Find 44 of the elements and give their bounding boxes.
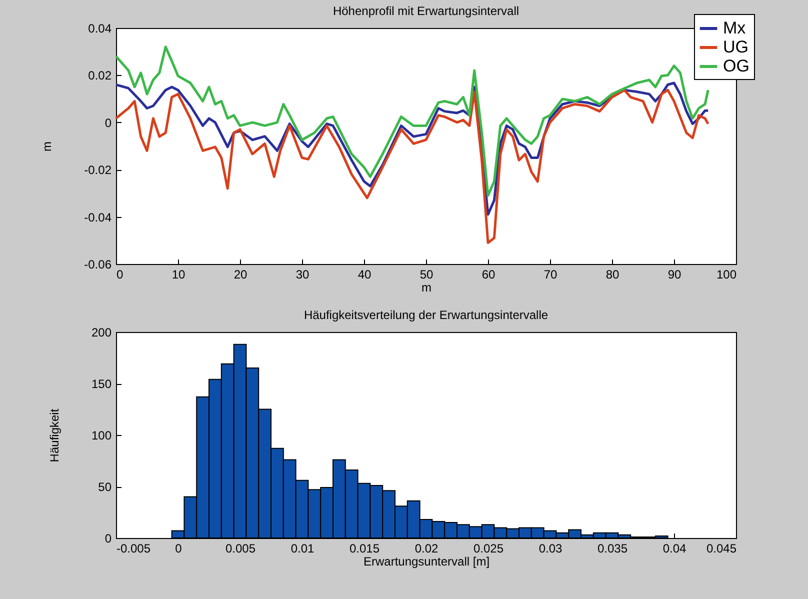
- x-tick-label: 0: [175, 542, 182, 556]
- y-axis-title: m: [40, 142, 54, 152]
- y-tick-label: 150: [91, 377, 112, 391]
- y-tick-label: -0.06: [84, 258, 112, 272]
- y-tick-label: 0.02: [88, 68, 112, 83]
- x-tick-label: 0.035: [597, 542, 628, 556]
- x-tick-label: 0.01: [290, 542, 314, 556]
- x-tick-label: 30: [296, 268, 310, 282]
- x-tick-label: 80: [606, 268, 620, 282]
- x-tick-label: -0.005: [116, 542, 151, 556]
- x-tick-label: 0.03: [538, 542, 562, 556]
- x-tick-label: 0.02: [414, 542, 438, 556]
- line-series: [114, 46, 710, 197]
- y-tick-label: 200: [91, 326, 112, 340]
- legend-label: Mx: [723, 18, 746, 38]
- line-series: [114, 88, 710, 244]
- x-tick-label: 40: [358, 268, 372, 282]
- y-axis-title: Häufigkeit: [47, 408, 62, 462]
- x-tick-label: 50: [420, 268, 434, 282]
- legend-label: UG: [723, 38, 748, 56]
- x-tick-label: 20: [234, 268, 248, 282]
- y-tick-label: 100: [91, 428, 112, 442]
- y-tick-label: 0: [104, 532, 112, 546]
- x-tick-label: 70: [544, 268, 558, 282]
- legend-label: OG: [723, 56, 750, 76]
- x-tick-label: 60: [482, 268, 496, 282]
- chart-title: Höhenprofil mit Erwartungsintervall: [332, 4, 520, 18]
- x-tick-label: 0: [116, 268, 124, 282]
- x-tick-label: 0.04: [662, 542, 686, 556]
- x-tick-label: 0.005: [225, 542, 256, 556]
- x-tick-label: 10: [172, 268, 186, 282]
- y-tick-label: 0.04: [88, 22, 112, 36]
- x-tick-label: 90: [668, 268, 682, 282]
- y-tick-label: 0: [104, 116, 112, 130]
- x-axis-title: m: [422, 280, 432, 294]
- chart-title: Häufigkeitsverteilung der Erwartungsintervalle: [304, 308, 548, 322]
- x-tick-label: 0.025: [473, 542, 504, 556]
- y-tick-label: -0.04: [84, 210, 112, 224]
- x-tick-label: 0.045: [706, 542, 737, 556]
- x-axis-title: Erwartungsuntervall [m]: [363, 554, 490, 568]
- x-tick-label: 0.015: [349, 542, 380, 556]
- x-tick-label: 100: [716, 268, 737, 282]
- y-tick-label: 50: [98, 480, 112, 494]
- y-tick-label: -0.02: [84, 163, 112, 178]
